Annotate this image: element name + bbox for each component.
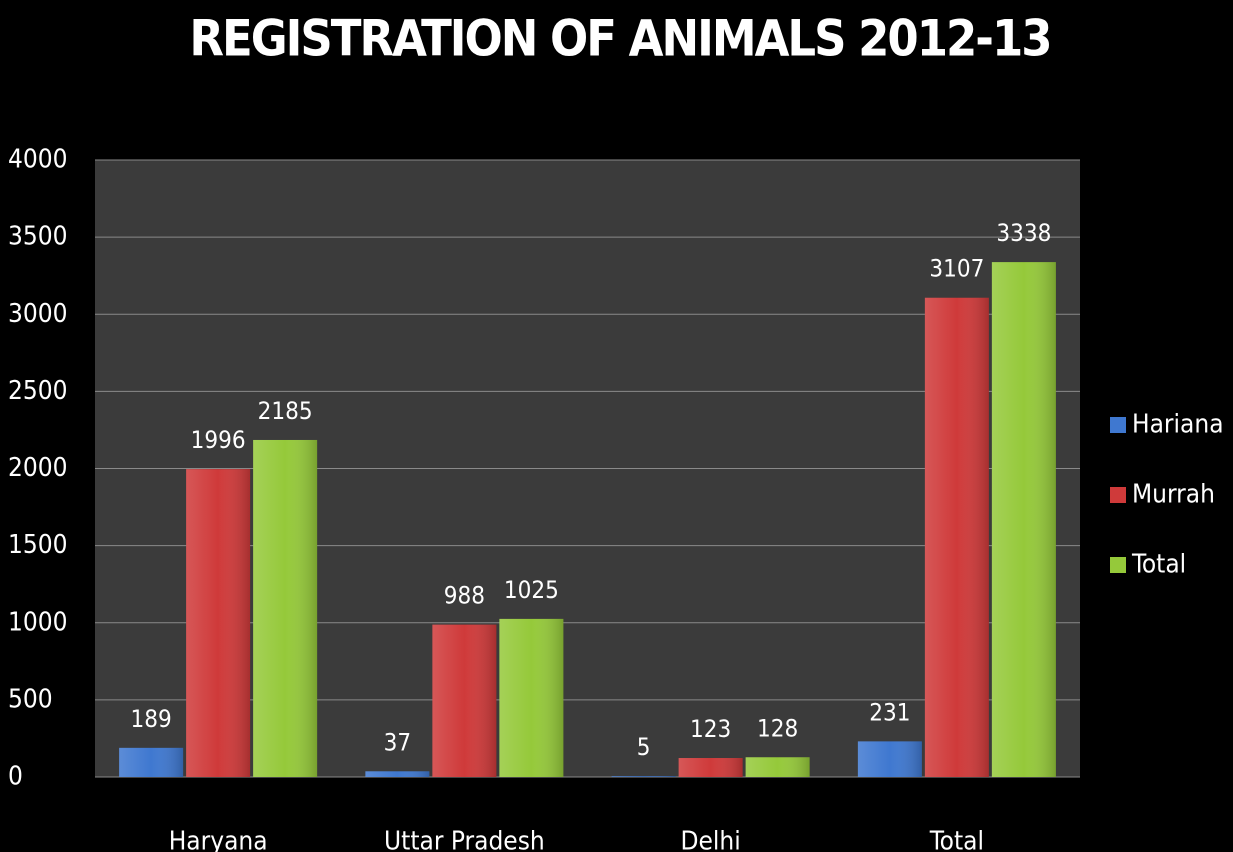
y-tick-label: 0	[8, 762, 23, 792]
legend-marker	[1110, 417, 1126, 433]
bar-shade	[499, 618, 564, 777]
bar-shade	[745, 757, 810, 777]
y-tick-label: 4000	[8, 145, 68, 175]
chart-title: REGISTRATION OF ANIMALS 2012-13	[189, 10, 1050, 68]
bar-shade	[365, 771, 430, 777]
x-tick-label: Uttar Pradesh	[384, 827, 545, 852]
legend-marker	[1110, 557, 1126, 573]
bar-shade	[678, 758, 743, 777]
data-label: 2185	[258, 397, 313, 425]
bar-shade	[611, 776, 676, 777]
data-label: 3338	[996, 219, 1051, 247]
data-label: 3107	[929, 255, 984, 283]
data-label: 189	[131, 705, 172, 733]
legend-label: Murrah	[1132, 480, 1215, 510]
legend-label: Hariana	[1132, 410, 1224, 440]
y-tick-label: 2000	[8, 453, 68, 483]
data-label: 5	[637, 733, 651, 761]
y-tick-label: 1500	[8, 530, 68, 560]
y-tick-label: 1000	[8, 607, 68, 637]
data-label: 1025	[504, 576, 559, 604]
bar-shade	[253, 439, 318, 777]
y-tick-label: 500	[8, 684, 53, 714]
bar-shade	[924, 297, 989, 777]
x-tick-label: Delhi	[681, 827, 741, 852]
x-tick-label: Haryana	[169, 827, 268, 852]
legend-label: Total	[1131, 550, 1186, 580]
data-label: 1996	[191, 426, 246, 454]
bar-shade	[186, 469, 251, 777]
data-label: 128	[757, 714, 798, 742]
y-tick-label: 2500	[8, 376, 68, 406]
bar-shade	[119, 747, 184, 777]
bar-shade	[991, 262, 1056, 777]
legend-marker	[1110, 487, 1126, 503]
y-tick-label: 3500	[8, 222, 68, 252]
data-label: 123	[690, 715, 731, 743]
bar-shade	[432, 624, 497, 777]
x-tick-label: Total	[929, 827, 984, 852]
data-label: 231	[869, 698, 910, 726]
bar-shade	[857, 741, 922, 777]
y-tick-label: 3000	[8, 299, 68, 329]
data-label: 988	[444, 582, 485, 610]
data-label: 37	[384, 728, 411, 756]
